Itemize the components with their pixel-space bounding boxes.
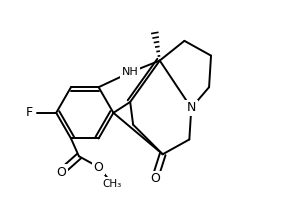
Text: NH: NH bbox=[122, 67, 139, 77]
Text: N: N bbox=[187, 101, 196, 114]
Text: O: O bbox=[150, 173, 160, 185]
Text: O: O bbox=[94, 161, 104, 174]
Text: O: O bbox=[56, 165, 66, 179]
Text: F: F bbox=[26, 106, 33, 119]
Text: CH₃: CH₃ bbox=[103, 179, 122, 189]
